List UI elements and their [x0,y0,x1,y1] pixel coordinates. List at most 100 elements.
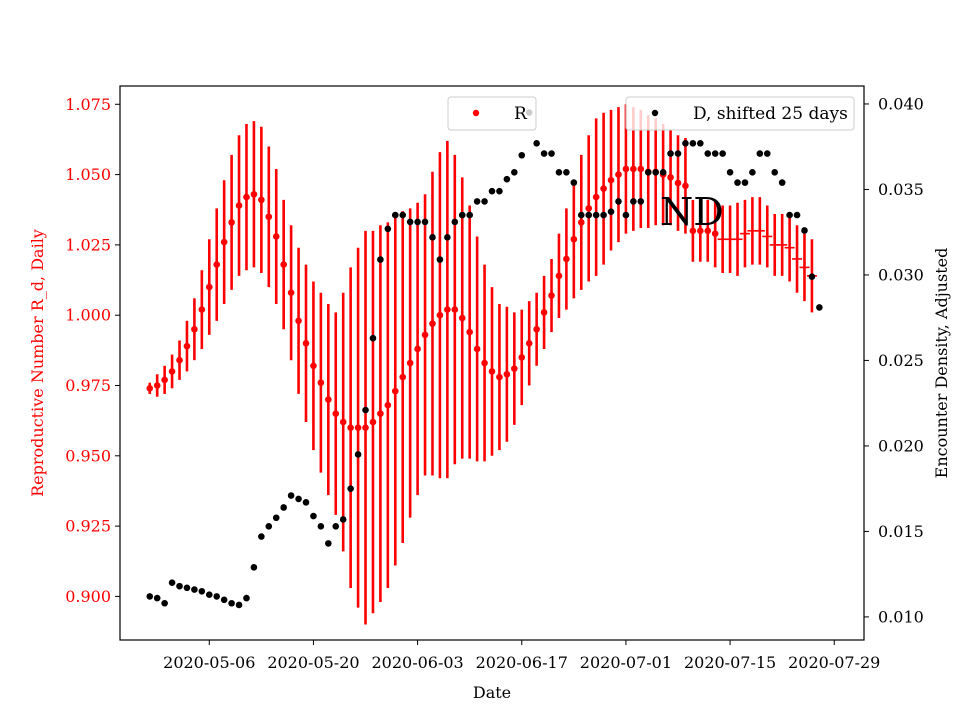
x-tick-label: 2020-07-15 [684,653,776,672]
d-point [689,139,697,147]
y-axis-right-label: Encounter Density, Adjusted [932,248,951,479]
d-point [265,522,273,530]
d-point [153,594,161,602]
d-point [778,179,786,186]
r-point [265,213,273,221]
d-point [429,234,436,241]
r-point [592,193,600,201]
x-tick-label: 2020-06-03 [371,653,463,672]
r-point [287,289,295,296]
r-point [488,368,496,375]
d-point [607,208,615,215]
d-point [667,150,674,157]
r-point [496,373,503,381]
r-point [339,418,347,426]
d-point [726,169,734,176]
d-point [548,150,555,157]
d-point [555,169,563,176]
d-point [518,151,526,159]
d-point [466,211,473,219]
r-point [540,309,548,316]
r-point [697,227,704,235]
d-point [801,227,808,234]
r-point [570,235,578,243]
r-point [704,227,712,235]
y-left-tick-label: 0.925 [65,517,111,536]
d-point [183,584,191,592]
r-point [473,345,481,353]
r-point [205,283,213,291]
r-point [607,176,615,184]
y-left-tick-label: 0.900 [65,587,111,606]
legend-r-marker [472,109,480,117]
r-point [451,306,459,313]
r-point [347,424,354,431]
d-point [771,169,779,176]
x-tick-label: 2020-05-20 [267,653,359,672]
y-axis-left-label: Reproductive Number R_d, Daily [28,229,47,497]
d-point [317,522,325,530]
d-point [228,599,235,607]
r-point [577,219,585,226]
d-point [258,533,265,540]
d-point [763,150,771,157]
d-point [533,139,540,147]
x-tick-label: 2020-05-06 [163,653,255,672]
r-point [362,424,369,431]
r-point [258,196,265,204]
r-point [458,314,466,322]
r-point [317,379,325,386]
d-point [540,150,548,157]
d-point [347,485,354,492]
d-point [644,169,652,176]
r-point [674,179,682,187]
y-left-tick-label: 1.000 [65,306,111,325]
r-point [585,205,593,212]
r-point [369,418,377,426]
d-point [600,211,607,219]
plot-frame [119,85,865,641]
d-point [577,211,585,219]
d-point [146,593,154,600]
r-point [630,165,637,173]
y-right-tick-label: 0.025 [878,351,924,370]
d-point [511,169,518,176]
x-tick-label: 2020-07-01 [580,653,672,672]
r-point [183,342,191,350]
x-tick-label: 2020-06-17 [476,653,568,672]
d-point [488,187,496,195]
r-point [198,306,206,313]
d-point [637,198,645,205]
y-right-tick-label: 0.015 [878,522,924,541]
legend-r-box [447,96,537,131]
y-left-tick-label: 0.975 [65,376,111,395]
r-point [235,202,243,209]
legend-r: R [447,96,537,131]
r-point [600,185,607,192]
r-point [667,174,674,181]
d-point [734,179,741,186]
r-point [637,165,645,173]
d-point [808,273,816,280]
y-left-tick-label: 1.075 [65,95,111,114]
r-point [414,345,421,353]
r-point [153,382,161,389]
d-point [406,218,414,226]
d-point [176,582,183,590]
d-point [473,198,481,205]
d-point [481,198,488,205]
d-point [377,256,384,263]
d-point [741,179,749,186]
d-point [503,175,511,183]
r-point [391,387,399,395]
r-point [503,370,511,378]
r-point [481,359,488,367]
d-point [756,150,764,157]
d-point [749,169,756,176]
d-point [213,593,221,600]
d-point [302,499,310,506]
d-point [421,218,429,226]
d-point [272,514,280,522]
d-point [444,234,451,241]
y-right-tick-label: 0.030 [878,265,924,284]
